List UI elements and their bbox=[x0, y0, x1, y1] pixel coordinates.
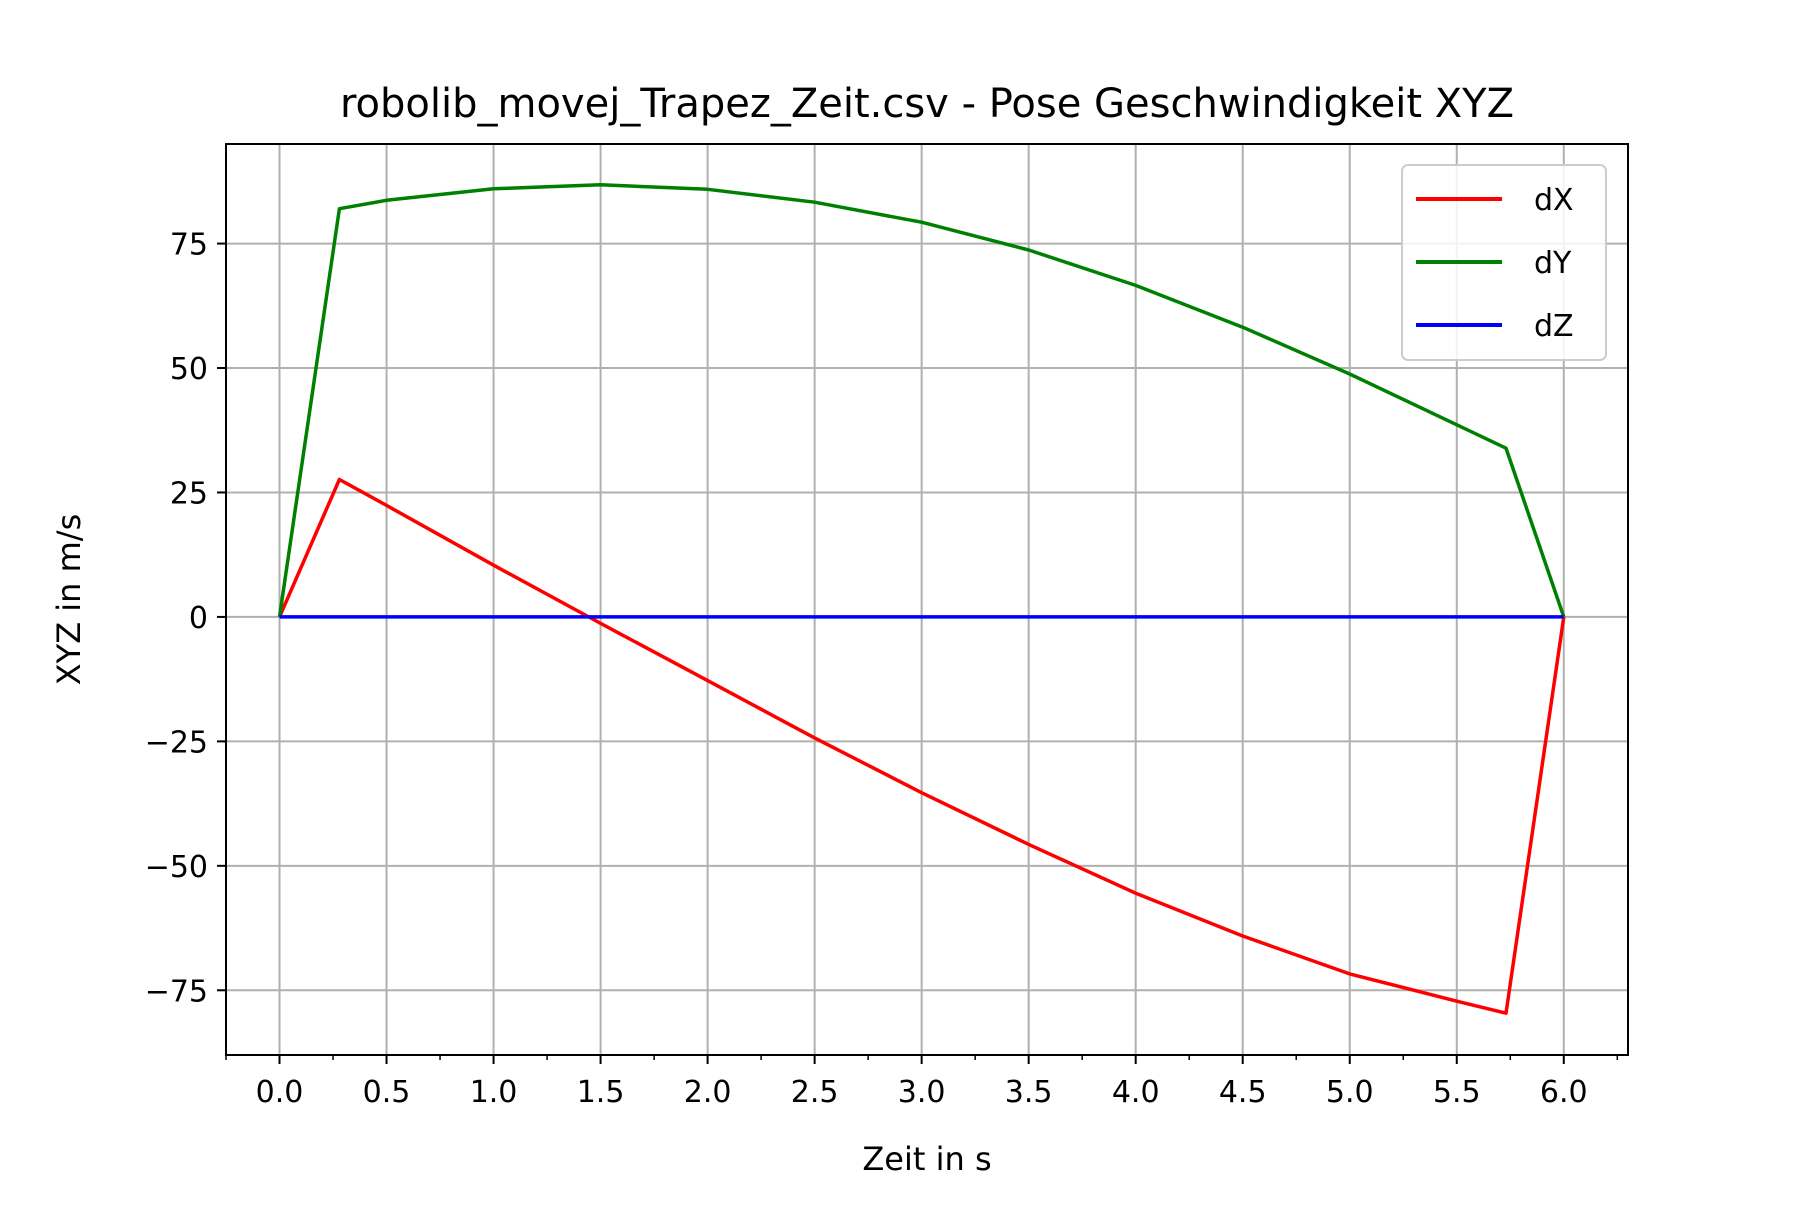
legend-label-dx: dX bbox=[1534, 183, 1574, 218]
series-line-dy bbox=[277, 183, 1566, 618]
x-tick-label: 2.0 bbox=[684, 1075, 732, 1110]
grid bbox=[226, 144, 1628, 1055]
legend-box bbox=[1401, 164, 1607, 361]
x-tick-label: 5.5 bbox=[1433, 1075, 1481, 1110]
y-tick-label: −50 bbox=[145, 850, 208, 885]
y-tick-label: −25 bbox=[145, 725, 208, 760]
x-tick-label: 2.5 bbox=[791, 1075, 839, 1110]
legend: dX dY dZ bbox=[1401, 164, 1607, 361]
y-tick-label: 0 bbox=[189, 601, 208, 636]
x-tick-label: 1.5 bbox=[577, 1075, 625, 1110]
x-tick-label: 4.5 bbox=[1219, 1075, 1267, 1110]
x-tick-label: 3.0 bbox=[898, 1075, 946, 1110]
y-tick-label: 50 bbox=[170, 352, 208, 387]
series-line-dx bbox=[277, 477, 1566, 1015]
plot-frame bbox=[225, 143, 1629, 1056]
y-tick-label: 25 bbox=[170, 476, 208, 511]
x-axis-label: Zeit in s bbox=[862, 1140, 991, 1178]
x-tick-label: 3.5 bbox=[1005, 1075, 1053, 1110]
y-tick-label: 75 bbox=[170, 228, 208, 263]
series-lines bbox=[277, 183, 1566, 1015]
x-tick-label: 0.0 bbox=[256, 1075, 304, 1110]
y-axis-label: XYZ in m/s bbox=[50, 514, 88, 686]
x-tick-label: 6.0 bbox=[1540, 1075, 1588, 1110]
legend-label-dz: dZ bbox=[1534, 309, 1574, 344]
x-tick-label: 5.0 bbox=[1326, 1075, 1374, 1110]
legend-label-dy: dY bbox=[1534, 246, 1572, 281]
x-tick-label: 4.0 bbox=[1112, 1075, 1160, 1110]
x-tick-label: 1.0 bbox=[470, 1075, 518, 1110]
x-tick-label: 0.5 bbox=[363, 1075, 411, 1110]
y-tick-label: −75 bbox=[145, 974, 208, 1009]
chart-title: robolib_movej_Trapez_Zeit.csv - Pose Ges… bbox=[340, 81, 1514, 127]
axis-ticks: 0.0 0.5 1.0 1.5 2.0 2.5 3.0 3.5 4.0 4.5 5.0 5.5 6.0 7… bbox=[145, 228, 1619, 1110]
